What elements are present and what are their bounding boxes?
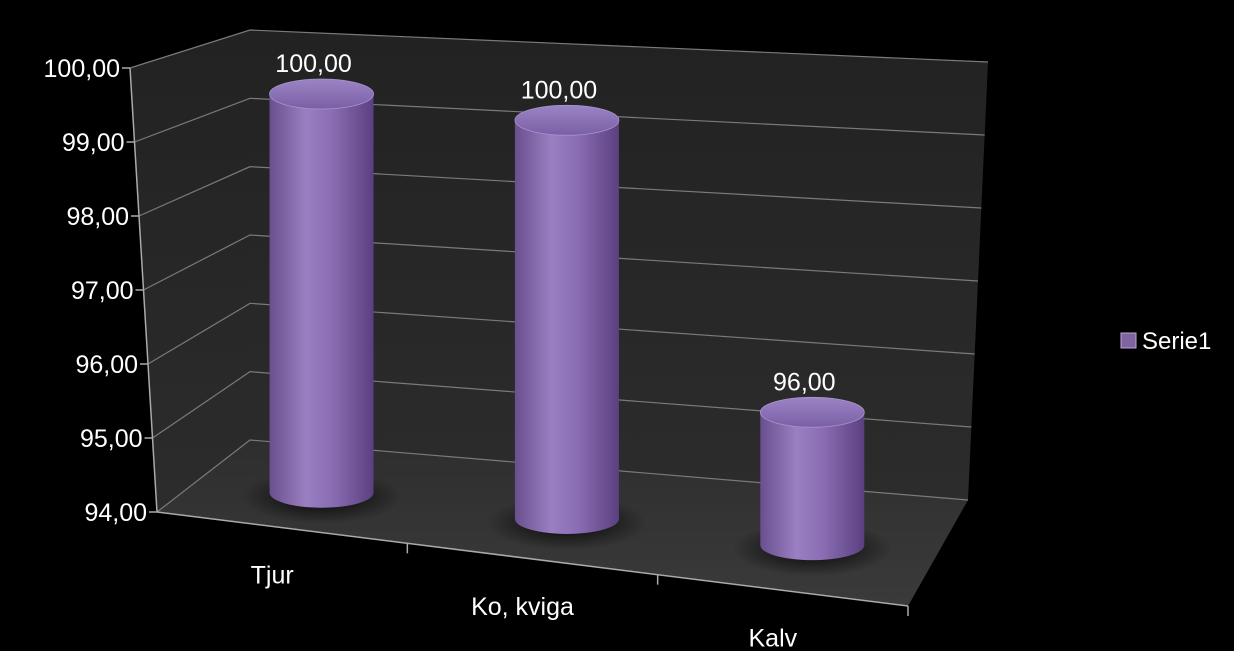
bar-ko-kviga: 100,00 bbox=[486, 76, 647, 550]
y-tick-label: 99,00 bbox=[62, 129, 125, 157]
grid-line bbox=[134, 97, 985, 143]
bar-body bbox=[760, 412, 865, 561]
legend-label-serie1: Serie1 bbox=[1142, 328, 1211, 355]
back-wall bbox=[250, 30, 988, 500]
bar-tjur: 100,00 bbox=[241, 50, 402, 524]
legend-swatch bbox=[1120, 332, 1137, 349]
legend: Serie1 bbox=[1120, 328, 1211, 355]
y-tick-label: 95,00 bbox=[80, 425, 143, 453]
data-label: 96,00 bbox=[773, 368, 836, 396]
y-tick-label: 97,00 bbox=[71, 277, 134, 305]
bar-top bbox=[269, 78, 374, 110]
y-tick-label: 98,00 bbox=[66, 203, 129, 231]
x-tick-labels: Tjur Ko, kviga Kalv bbox=[251, 562, 798, 651]
bars: 100,00 100,00 96,00 bbox=[241, 50, 893, 577]
grid-line bbox=[129, 29, 989, 69]
bar-kalv: 96,00 bbox=[732, 368, 893, 577]
y-tick-labels: 94,00 95,00 96,00 97,00 98,00 99,00 100,00 bbox=[44, 55, 147, 527]
y-tick-label: 94,00 bbox=[84, 499, 147, 527]
grid-line bbox=[143, 234, 979, 291]
x-tick-label: Tjur bbox=[251, 562, 294, 590]
grid-line bbox=[156, 439, 969, 513]
grid-line bbox=[147, 302, 975, 365]
bar-body bbox=[269, 94, 374, 508]
y-tick-label: 100,00 bbox=[44, 55, 120, 83]
side-wall bbox=[130, 30, 250, 512]
bar-top bbox=[759, 396, 865, 428]
x-tick-label: Kalv bbox=[749, 624, 798, 651]
grid-line bbox=[152, 371, 972, 439]
y-tick-label: 96,00 bbox=[75, 351, 138, 379]
bar-top bbox=[514, 104, 620, 136]
x-axis-line bbox=[156, 511, 909, 607]
axes bbox=[122, 67, 909, 616]
data-label: 100,00 bbox=[275, 50, 351, 78]
y-axis-line bbox=[129, 67, 158, 513]
data-label: 100,00 bbox=[521, 76, 597, 104]
grid-line bbox=[138, 166, 982, 217]
bar-body bbox=[514, 120, 619, 534]
grid-lines bbox=[129, 29, 989, 513]
x-tick-label: Ko, kviga bbox=[471, 593, 574, 621]
